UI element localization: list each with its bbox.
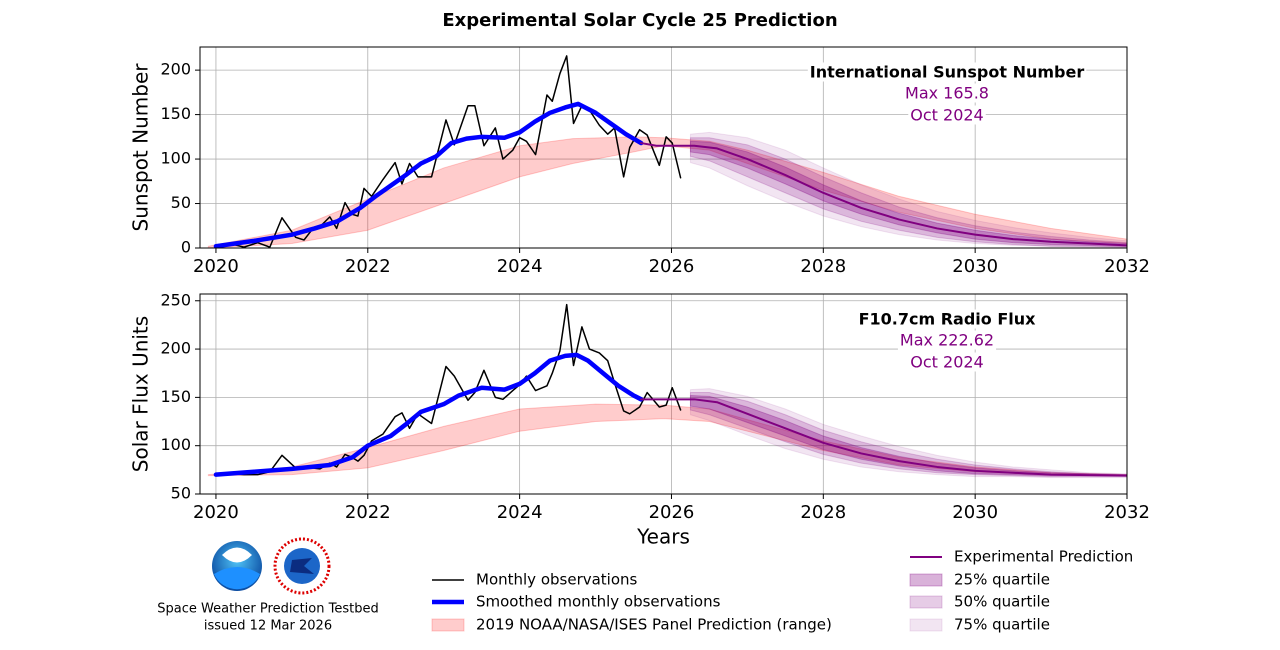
series-line xyxy=(640,142,1127,247)
band xyxy=(689,388,1127,479)
x-tick-label: 2032 xyxy=(1104,256,1150,277)
annotation-max: Max 222.62 xyxy=(900,331,994,350)
band xyxy=(207,403,1127,477)
x-tick-label: 2022 xyxy=(345,256,391,277)
y-tick-label: 200 xyxy=(160,60,191,79)
plot-area xyxy=(207,303,1127,479)
band xyxy=(207,136,1127,248)
legend-label: Monthly observations xyxy=(476,571,638,589)
x-tick-label: 2022 xyxy=(345,502,391,523)
annotation-date: Oct 2024 xyxy=(910,353,983,372)
x-tick-label: 2024 xyxy=(497,256,543,277)
legend-swatch xyxy=(909,618,943,632)
y-tick-label: 150 xyxy=(160,104,191,123)
x-tick-label: 2028 xyxy=(800,256,846,277)
legend-swatch xyxy=(909,595,943,609)
x-tick-label: 2020 xyxy=(193,256,239,277)
annotation-bg xyxy=(908,105,986,125)
legend-swatch xyxy=(431,618,465,632)
footer-org: Space Weather Prediction Testbed xyxy=(157,602,378,617)
y-tick-label: 200 xyxy=(160,339,191,358)
x-tick-label: 2032 xyxy=(1104,502,1150,523)
plot-frame xyxy=(199,293,1128,495)
legend-label: Experimental Prediction xyxy=(954,548,1133,566)
legend-label: Smoothed monthly observations xyxy=(476,593,721,611)
x-tick-label: 2026 xyxy=(649,256,695,277)
x-tick-label: 2026 xyxy=(649,502,695,523)
annotation-max: Max 165.8 xyxy=(905,84,989,103)
plot-area xyxy=(207,55,1127,248)
nws-logo xyxy=(273,537,331,595)
x-tick-label: 2020 xyxy=(193,502,239,523)
y-tick-label: 0 xyxy=(181,238,191,257)
x-tick-label: 2024 xyxy=(497,502,543,523)
x-tick-label: 2030 xyxy=(952,502,998,523)
band xyxy=(689,394,1127,477)
legend-label: 75% quartile xyxy=(954,616,1050,634)
legend-label: 50% quartile xyxy=(954,593,1050,611)
y-axis-label: Sunspot Number xyxy=(129,63,153,232)
annotation-bg xyxy=(903,83,991,103)
y-axis-label: Solar Flux Units xyxy=(129,316,153,472)
annotation-box xyxy=(807,62,1087,82)
x-tick-label: 2030 xyxy=(952,256,998,277)
annotation-title: International Sunspot Number xyxy=(810,63,1085,82)
noaa-logo xyxy=(212,541,262,591)
series-line xyxy=(213,352,644,477)
annotation-date: Oct 2024 xyxy=(910,106,983,125)
y-tick-label: 250 xyxy=(160,290,191,309)
annotation-bg xyxy=(897,330,997,350)
legend-label: 25% quartile xyxy=(954,571,1050,589)
band xyxy=(689,137,1127,248)
legend-swatch xyxy=(909,573,943,587)
series-line xyxy=(213,101,644,248)
y-tick-label: 50 xyxy=(171,193,191,212)
annotation-box xyxy=(856,309,1039,329)
band xyxy=(689,131,1127,248)
x-axis-label: Years xyxy=(636,525,690,549)
y-tick-label: 100 xyxy=(160,435,191,454)
y-tick-label: 100 xyxy=(160,149,191,168)
band xyxy=(689,392,1127,478)
annotation-title: F10.7cm Radio Flux xyxy=(859,310,1037,329)
chart-title: Experimental Solar Cycle 25 Prediction xyxy=(442,10,837,31)
y-tick-label: 150 xyxy=(160,387,191,406)
series-line xyxy=(640,398,1127,477)
footer-issued: issued 12 Mar 2026 xyxy=(204,619,332,634)
band xyxy=(689,140,1127,247)
x-tick-label: 2028 xyxy=(800,502,846,523)
legend-label: 2019 NOAA/NASA/ISES Panel Prediction (ra… xyxy=(476,616,832,634)
y-tick-label: 50 xyxy=(171,484,191,503)
annotation-bg xyxy=(908,352,986,372)
plot-frame xyxy=(199,46,1128,249)
